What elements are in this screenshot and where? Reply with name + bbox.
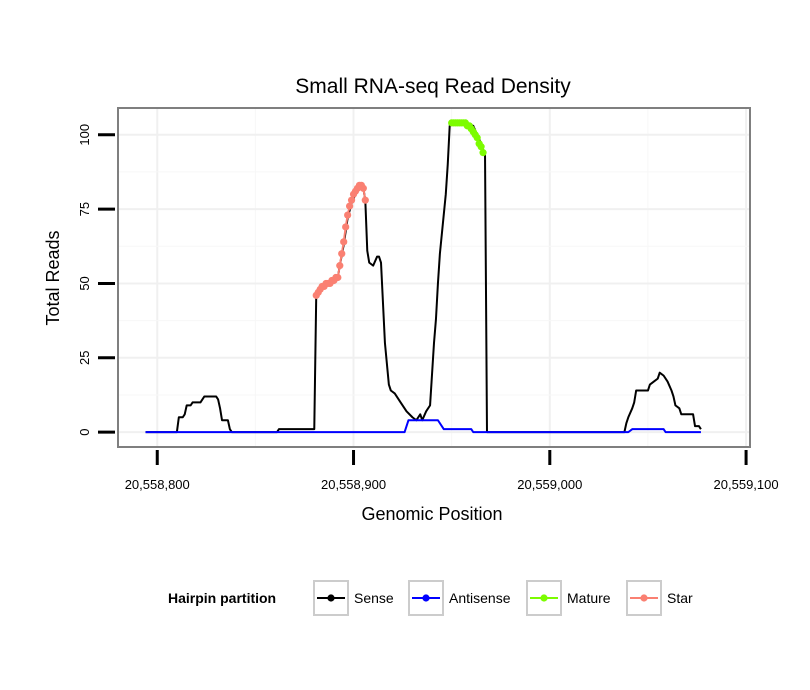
legend-entry-sense: Sense (313, 580, 394, 616)
x-tick-label: 20,558,900 (321, 477, 386, 492)
data-point-star (334, 273, 342, 282)
y-tick-label: 75 (77, 202, 92, 216)
x-axis-title: Genomic Position (361, 504, 502, 524)
series-line-sense (145, 121, 702, 434)
data-point-star (340, 238, 348, 246)
plot-border (117, 107, 751, 448)
legend-label: Star (667, 590, 693, 606)
data-point-star (346, 202, 354, 210)
grid-lines (118, 108, 750, 447)
legend-label: Antisense (449, 590, 511, 606)
y-axis-title: Total Reads (43, 230, 63, 325)
data-point-star (336, 262, 344, 270)
y-tick-label: 0 (77, 429, 92, 436)
chart-title: Small RNA-seq Read Density (295, 75, 571, 98)
data-point-star (359, 184, 367, 192)
legend-key-point (640, 594, 648, 602)
plot-panel (117, 107, 751, 448)
y-axis: 0 25 50 75 100 (77, 124, 115, 436)
legend-entry-mature: Mature (526, 580, 611, 616)
x-tick-label: 20,558,800 (125, 477, 190, 492)
data-point-star (338, 250, 346, 258)
legend-key-point (540, 594, 548, 602)
legend-entry-antisense: Antisense (408, 580, 511, 616)
legend-label: Sense (354, 590, 394, 606)
x-axis: 20,558,800 20,558,900 20,559,000 20,559,100 (125, 450, 779, 492)
series-line-antisense (145, 419, 701, 434)
legend-entry-star: Star (626, 580, 693, 616)
data-point-star (344, 211, 352, 219)
data-point-mature (479, 149, 487, 157)
legend-entries: Sense Antisense Mature Star (313, 580, 693, 616)
data-point-star (342, 223, 350, 231)
legend-key-point (327, 594, 335, 602)
data-point-mature (477, 143, 485, 151)
x-tick-label: 20,559,100 (714, 477, 779, 492)
data-point-star (361, 196, 369, 204)
y-tick-label: 50 (77, 276, 92, 290)
y-tick-label: 100 (77, 124, 92, 146)
y-tick-label: 25 (77, 351, 92, 365)
x-tick-label: 20,559,000 (517, 477, 582, 492)
data-point-mature (473, 134, 481, 142)
legend-label: Mature (567, 590, 611, 606)
legend: Hairpin partition Sense Antisense Mature St… (168, 580, 693, 616)
legend-title: Hairpin partition (168, 590, 276, 606)
legend-key-point (422, 594, 430, 602)
series-points (312, 119, 487, 299)
data-point-star (347, 196, 356, 204)
